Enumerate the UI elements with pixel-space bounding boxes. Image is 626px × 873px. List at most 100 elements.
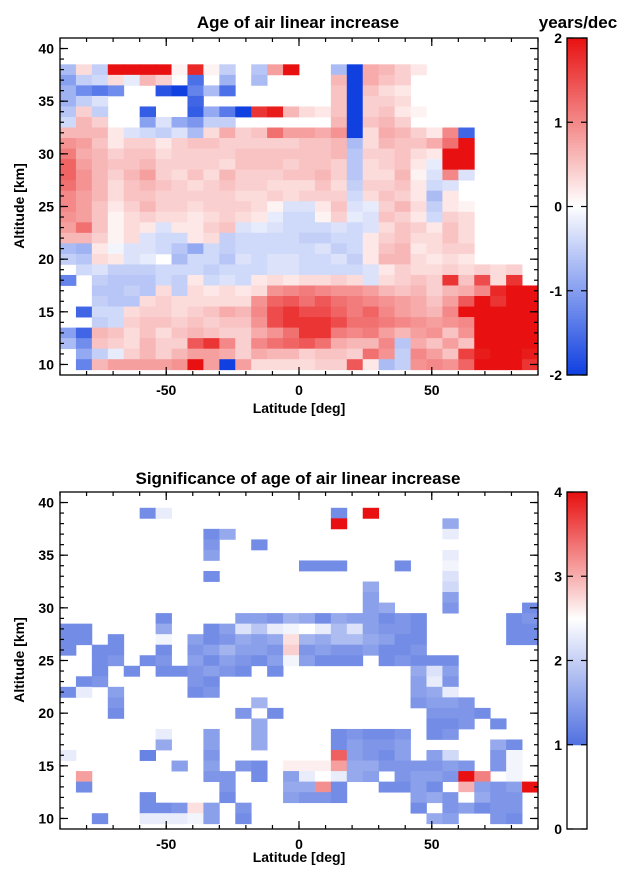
colorbar-swatch bbox=[567, 814, 587, 817]
heatmap-cell bbox=[91, 317, 109, 329]
colorbar-swatch bbox=[567, 810, 587, 813]
heatmap-cell bbox=[362, 739, 380, 751]
heatmap-cell bbox=[155, 665, 172, 677]
heatmap-cell bbox=[362, 602, 380, 614]
heatmap-cell bbox=[346, 285, 364, 297]
heatmap-cell bbox=[283, 148, 300, 160]
heatmap-cell bbox=[187, 253, 204, 265]
heatmap-cell bbox=[251, 180, 268, 192]
heatmap-cell bbox=[267, 222, 284, 234]
heatmap-cell bbox=[187, 813, 204, 825]
heatmap-cell bbox=[251, 138, 268, 149]
colorbar-swatch bbox=[567, 538, 587, 541]
heatmap-cell bbox=[203, 802, 220, 814]
colorbar-swatch bbox=[567, 605, 587, 609]
heatmap-cell bbox=[91, 359, 109, 371]
heatmap-cell bbox=[346, 728, 364, 740]
heatmap-cell bbox=[474, 327, 491, 339]
heatmap-cell bbox=[123, 253, 141, 265]
colorbar-swatch bbox=[567, 38, 587, 42]
heatmap-cell bbox=[362, 728, 380, 740]
colorbar-swatch bbox=[567, 209, 587, 213]
heatmap-cell bbox=[299, 338, 316, 350]
heatmap-cell bbox=[139, 190, 156, 202]
colorbar-swatch bbox=[567, 158, 587, 163]
heatmap-cell bbox=[378, 74, 395, 86]
heatmap-cell bbox=[299, 634, 316, 646]
heatmap-cell bbox=[346, 169, 364, 181]
colorbar-swatch bbox=[567, 550, 587, 554]
heatmap-cell bbox=[442, 201, 459, 213]
heatmap-cell bbox=[60, 85, 77, 97]
heatmap-cell bbox=[442, 285, 459, 297]
heatmap-cell bbox=[219, 327, 236, 339]
heatmap-cell bbox=[251, 274, 268, 286]
heatmap-cell bbox=[299, 327, 316, 339]
heatmap-cell bbox=[251, 253, 268, 265]
heatmap-cell bbox=[267, 634, 284, 646]
heatmap-cell bbox=[346, 655, 364, 667]
heatmap-cell bbox=[219, 792, 236, 804]
colorbar-swatch bbox=[567, 687, 587, 691]
heatmap-cell bbox=[330, 274, 348, 286]
heatmap-cell bbox=[91, 338, 109, 350]
heatmap-cell bbox=[442, 707, 459, 719]
heatmap-cell bbox=[362, 507, 380, 519]
heatmap-cell bbox=[362, 85, 380, 97]
heatmap-cell bbox=[299, 771, 316, 783]
heatmap-cell bbox=[458, 697, 475, 709]
heatmap-cell bbox=[171, 180, 188, 192]
heatmap-cell bbox=[75, 253, 93, 265]
colorbar-swatch bbox=[567, 358, 587, 362]
colorbar-swatch bbox=[567, 694, 587, 697]
heatmap-cell bbox=[394, 95, 411, 107]
heatmap-cell bbox=[458, 127, 475, 139]
heatmap-cell bbox=[187, 274, 204, 286]
heatmap-cell bbox=[426, 306, 443, 318]
heatmap-cell bbox=[251, 243, 268, 255]
heatmap-cell bbox=[314, 623, 332, 635]
heatmap-cell bbox=[203, 180, 220, 192]
colorbar-swatch bbox=[567, 82, 587, 87]
heatmap-cell bbox=[346, 634, 364, 646]
heatmap-cell bbox=[458, 359, 475, 371]
heatmap-cell bbox=[235, 222, 252, 234]
heatmap-cell bbox=[458, 327, 475, 339]
heatmap-cell bbox=[506, 634, 523, 646]
heatmap-cell bbox=[107, 686, 125, 698]
heatmap-cell bbox=[410, 644, 427, 656]
heatmap-cell bbox=[251, 327, 268, 339]
heatmap-cell bbox=[426, 665, 443, 677]
heatmap-cell bbox=[235, 802, 252, 814]
colorbar-swatch bbox=[567, 652, 587, 655]
heatmap-cell bbox=[219, 116, 236, 128]
heatmap-cell bbox=[442, 676, 459, 688]
heatmap-cell bbox=[251, 655, 268, 667]
heatmap-cell bbox=[219, 644, 236, 656]
heatmap-cell bbox=[410, 148, 427, 160]
colorbar-swatch bbox=[567, 612, 587, 615]
heatmap-cell bbox=[490, 718, 507, 730]
heatmap-cell bbox=[458, 348, 475, 360]
colorbar-swatch bbox=[567, 782, 587, 786]
colorbar-swatch bbox=[567, 574, 587, 577]
colorbar-swatch bbox=[567, 49, 587, 53]
heatmap-cell bbox=[458, 211, 475, 223]
heatmap-cell bbox=[139, 222, 156, 234]
heatmap-cell bbox=[251, 190, 268, 202]
heatmap-cell bbox=[187, 201, 204, 213]
colorbar-swatch bbox=[567, 52, 587, 56]
y-tick-label: 15 bbox=[38, 304, 54, 320]
heatmap-cell bbox=[458, 243, 475, 255]
heatmap-cell bbox=[362, 222, 380, 234]
colorbar-swatch bbox=[567, 508, 587, 512]
heatmap-cell bbox=[299, 760, 316, 772]
heatmap-cell bbox=[123, 222, 141, 234]
heatmap-cell bbox=[139, 655, 156, 667]
heatmap-cell bbox=[235, 180, 252, 192]
heatmap-cell bbox=[107, 180, 125, 192]
heatmap-cell bbox=[235, 285, 252, 297]
colorbar-swatch bbox=[567, 597, 587, 600]
colorbar-swatch bbox=[567, 609, 587, 613]
heatmap-cell bbox=[362, 264, 380, 276]
